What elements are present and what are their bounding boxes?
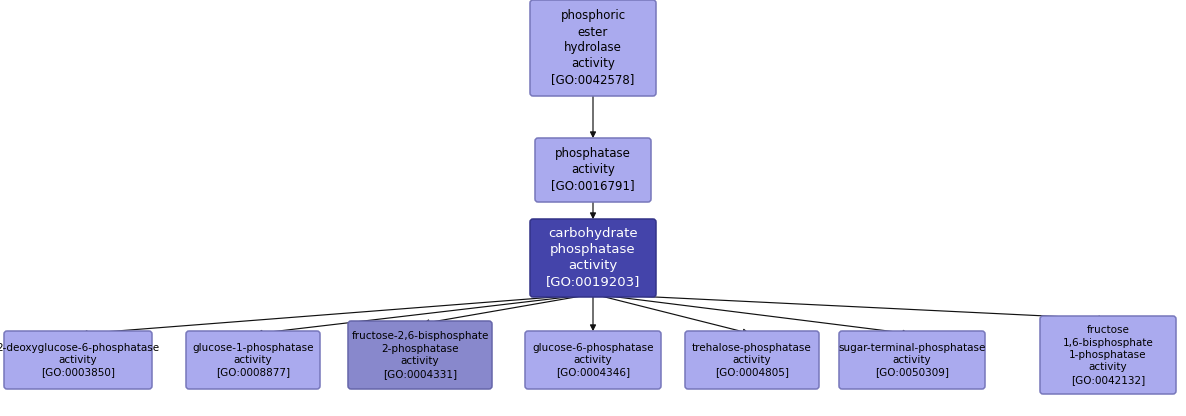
Text: trehalose-phosphatase
activity
[GO:0004805]: trehalose-phosphatase activity [GO:00048… [693, 343, 812, 377]
Text: fructose
1,6-bisphosphate
1-phosphatase
activity
[GO:0042132]: fructose 1,6-bisphosphate 1-phosphatase … [1063, 325, 1153, 385]
FancyBboxPatch shape [530, 219, 656, 297]
FancyBboxPatch shape [839, 331, 986, 389]
FancyBboxPatch shape [347, 321, 492, 389]
FancyBboxPatch shape [1040, 316, 1177, 394]
FancyBboxPatch shape [530, 0, 656, 96]
FancyBboxPatch shape [686, 331, 820, 389]
Text: 2-deoxyglucose-6-phosphatase
activity
[GO:0003850]: 2-deoxyglucose-6-phosphatase activity [G… [0, 343, 160, 377]
FancyBboxPatch shape [525, 331, 661, 389]
FancyBboxPatch shape [535, 138, 651, 202]
FancyBboxPatch shape [4, 331, 152, 389]
Text: carbohydrate
phosphatase
activity
[GO:0019203]: carbohydrate phosphatase activity [GO:00… [546, 228, 640, 289]
Text: phosphatase
activity
[GO:0016791]: phosphatase activity [GO:0016791] [551, 148, 635, 193]
Text: glucose-6-phosphatase
activity
[GO:0004346]: glucose-6-phosphatase activity [GO:00043… [533, 343, 653, 377]
Text: fructose-2,6-bisphosphate
2-phosphatase
activity
[GO:0004331]: fructose-2,6-bisphosphate 2-phosphatase … [351, 332, 489, 379]
FancyBboxPatch shape [186, 331, 320, 389]
Text: sugar-terminal-phosphatase
activity
[GO:0050309]: sugar-terminal-phosphatase activity [GO:… [839, 343, 986, 377]
Text: glucose-1-phosphatase
activity
[GO:0008877]: glucose-1-phosphatase activity [GO:00088… [192, 343, 314, 377]
Text: phosphoric
ester
hydrolase
activity
[GO:0042578]: phosphoric ester hydrolase activity [GO:… [551, 10, 635, 87]
